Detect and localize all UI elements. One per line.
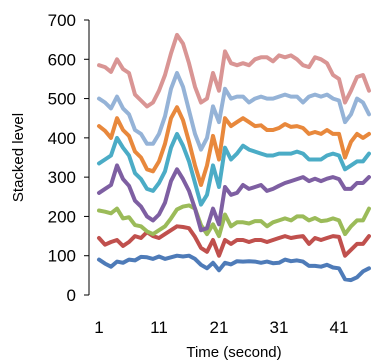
y-tick-label: 700 bbox=[48, 11, 76, 30]
x-tick-label: 21 bbox=[210, 318, 229, 337]
series-line-1 bbox=[97, 253, 371, 283]
x-tick-label: 1 bbox=[94, 318, 103, 337]
x-tick-label: 31 bbox=[270, 318, 289, 337]
series-layer bbox=[97, 32, 371, 283]
x-axis-title: Time (second) bbox=[186, 344, 281, 361]
series-line-3 bbox=[97, 203, 371, 239]
y-tick-label: 200 bbox=[48, 207, 76, 226]
y-axis-ticks: 0 100 200 300 400 500 600 700 bbox=[48, 11, 89, 305]
x-tick-label: 41 bbox=[330, 318, 349, 337]
series-line-8 bbox=[97, 32, 371, 109]
y-tick-label: 300 bbox=[48, 168, 76, 187]
y-tick-label: 400 bbox=[48, 129, 76, 148]
series-line-5 bbox=[97, 131, 371, 207]
y-tick-label: 0 bbox=[67, 286, 76, 305]
series-line-2 bbox=[97, 224, 371, 258]
x-axis-ticks: 1 11 21 31 41 bbox=[94, 318, 348, 337]
y-tick-label: 600 bbox=[48, 50, 76, 69]
y-axis-title: Stacked level bbox=[10, 113, 27, 202]
x-tick-label: 11 bbox=[150, 318, 168, 337]
y-tick-label: 100 bbox=[48, 247, 76, 266]
series-line-4 bbox=[97, 163, 371, 233]
series-line-7 bbox=[97, 71, 371, 152]
y-tick-label: 500 bbox=[48, 90, 76, 109]
series-line-6 bbox=[97, 105, 371, 187]
